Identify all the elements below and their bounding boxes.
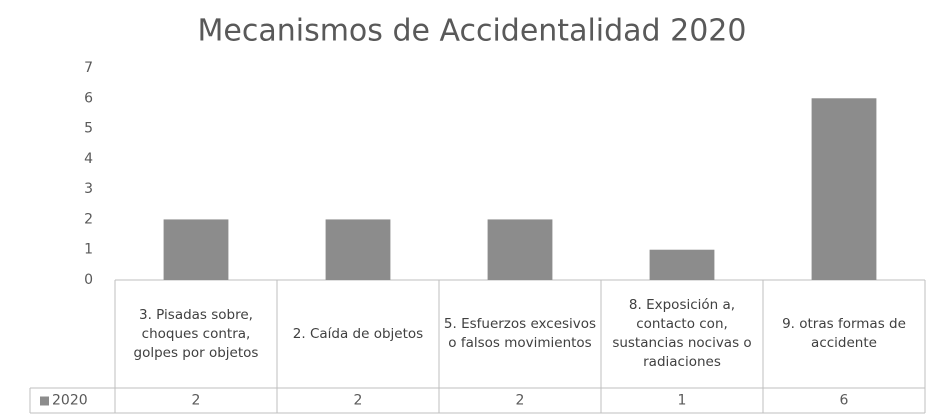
table-value: 2 [354, 393, 363, 409]
category-label: 8. Exposición a, contacto con, sustancia… [612, 297, 752, 370]
bar [325, 219, 391, 280]
y-tick-label: 2 [84, 211, 93, 227]
bar [163, 219, 229, 280]
category-label: 3. Pisadas sobre, choques contra, golpes… [133, 306, 259, 361]
bar [811, 98, 877, 281]
category-label: 2. Caída de objetos [292, 325, 424, 342]
y-tick-label: 6 [84, 90, 93, 106]
y-tick-label: 1 [84, 242, 93, 258]
legend-label: 2020 [52, 393, 88, 409]
table-value: 2 [192, 393, 201, 409]
table-value: 6 [840, 393, 849, 409]
category-label: 5. Esfuerzos excesivos o falsos movimien… [443, 316, 597, 351]
bar [487, 219, 553, 280]
y-tick-label: 7 [84, 60, 93, 76]
y-tick-label: 3 [84, 181, 93, 197]
y-tick-label: 0 [84, 272, 93, 288]
category-label: 9. otras formas de accidente [782, 316, 906, 351]
bar [649, 249, 715, 280]
table-value: 1 [678, 393, 687, 409]
legend-swatch [40, 396, 49, 406]
chart-title: Mecanismos de Accidentalidad 2020 [198, 14, 747, 49]
table-value: 2 [516, 393, 525, 409]
y-tick-label: 5 [84, 121, 93, 137]
y-tick-label: 4 [84, 151, 93, 167]
